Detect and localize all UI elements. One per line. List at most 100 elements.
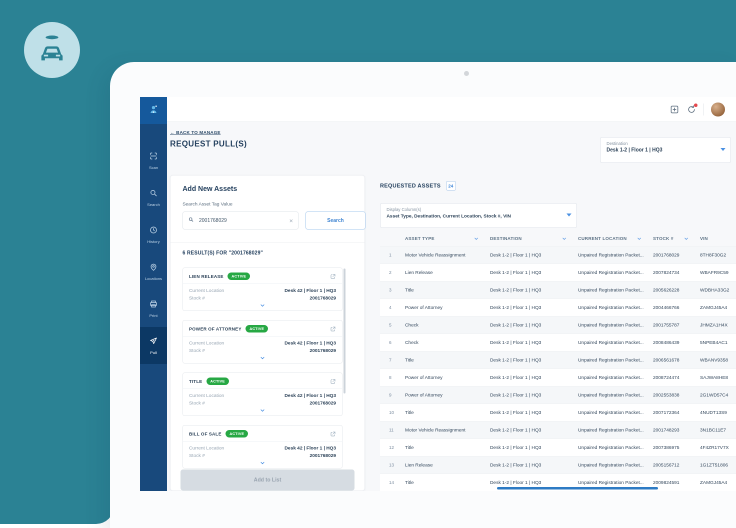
table-row[interactable]: 7 Title Desk 1-2 | Floor 1 | HQ3 Unpaire… xyxy=(380,351,736,369)
refresh-icon[interactable] xyxy=(687,103,698,114)
results-scrollbar[interactable] xyxy=(343,268,346,394)
cell-destination: Desk 1-2 | Floor 1 | HQ3 xyxy=(490,374,542,381)
table-row[interactable]: 3 Title Desk 1-2 | Floor 1 | HQ3 Unpaire… xyxy=(380,281,736,299)
table-row[interactable]: 10 Title Desk 1-2 | Floor 1 | HQ3 Unpair… xyxy=(380,403,736,421)
current-location-label: Current Location xyxy=(189,393,225,399)
cell-vin: 1G1ZT51806 xyxy=(700,462,728,468)
cell-vin: WDBHA33G2 xyxy=(700,287,730,293)
column-current-location[interactable]: CURRENT LOCATION xyxy=(578,236,653,242)
sidebar-item-scan[interactable]: Scan xyxy=(140,142,167,179)
external-link-icon[interactable] xyxy=(330,273,336,279)
expand-chevron-icon[interactable] xyxy=(189,408,336,414)
result-card: TITLE ACTIVE xyxy=(182,372,343,416)
scan-icon xyxy=(149,151,158,163)
sidebar-nav: Scan Search xyxy=(140,142,167,364)
table-row[interactable]: 2 Lien Release Desk 1-2 | Floor 1 | HQ3 … xyxy=(380,263,736,281)
cell-asset-type: Check xyxy=(405,339,419,346)
column-destination[interactable]: DESTINATION xyxy=(490,236,578,242)
sidebar-item-pull[interactable]: Pull xyxy=(140,327,167,364)
cell-current-location: Unpaired Registration Packet... xyxy=(578,322,644,328)
cell-stock: 2001768029 xyxy=(653,252,680,258)
display-columns-label: Display Column(s) xyxy=(386,207,422,212)
history-icon xyxy=(149,225,158,237)
display-columns-select[interactable]: Display Column(s) Asset Type, Destinatio… xyxy=(380,203,577,228)
expand-chevron-icon[interactable] xyxy=(189,355,336,361)
user-avatar[interactable] xyxy=(711,102,725,117)
expand-chevron-icon[interactable] xyxy=(189,460,336,466)
sidebar-item-print[interactable]: Print xyxy=(140,290,167,327)
cell-stock: 2008724474 xyxy=(653,374,680,381)
chevron-down-icon xyxy=(566,213,572,217)
location-pin-icon xyxy=(149,262,158,274)
table-row[interactable]: 13 Lien Release Desk 1-2 | Floor 1 | HQ3… xyxy=(380,456,736,474)
table-row[interactable]: 1 Motor Vehicle Reassignment Desk 1-2 | … xyxy=(380,246,736,264)
cell-asset-type: Motor Vehicle Reassignment xyxy=(405,427,466,433)
sidebar-item-label: Print xyxy=(149,313,158,318)
cell-destination: Desk 1-2 | Floor 1 | HQ3 xyxy=(490,444,542,451)
column-asset-type[interactable]: ASSET TYPE xyxy=(405,236,490,242)
search-row: × Search xyxy=(182,211,366,230)
table-horizontal-scrollbar[interactable] xyxy=(497,487,658,490)
cell-stock: 2007824734 xyxy=(653,269,680,276)
search-button[interactable]: Search xyxy=(305,211,366,230)
cell-asset-type: Lien Release xyxy=(405,462,433,468)
add-to-list-button[interactable]: Add to List xyxy=(180,469,355,491)
asset-type-label: BILL OF SALE xyxy=(189,431,222,437)
destination-select[interactable]: Destination Desk 1-2 | Floor 1 | HQ3 xyxy=(600,137,731,163)
column-vin[interactable]: VIN xyxy=(700,236,708,241)
asset-tag-search-field[interactable]: × xyxy=(182,211,299,230)
external-link-icon[interactable] xyxy=(330,326,336,332)
table-row[interactable]: 4 Power of Attorney Desk 1-2 | Floor 1 |… xyxy=(380,298,736,316)
cell-asset-type: Power of Attorney xyxy=(405,304,443,311)
cell-vin: ZAMGJ45A4 xyxy=(700,479,728,486)
cell-destination: Desk 1-2 | Floor 1 | HQ3 xyxy=(490,357,542,363)
tablet-camera-dot xyxy=(464,71,469,76)
stock-label: Stock # xyxy=(189,348,205,354)
add-new-assets-panel: Add New Assets Search Asset Tag Value × … xyxy=(170,175,366,491)
cell-current-location: Unpaired Registration Packet... xyxy=(578,392,644,398)
cell-stock: 2004466766 xyxy=(653,304,680,311)
sidebar-item-locations[interactable]: Locations xyxy=(140,253,167,290)
table-row[interactable]: 5 Check Desk 1-2 | Floor 1 | HQ3 Unpaire… xyxy=(380,316,736,334)
current-location-value: Desk 42 | Floor 1 | HQ3 xyxy=(284,340,337,347)
status-badge: ACTIVE xyxy=(227,272,251,280)
column-stock[interactable]: STOCK # xyxy=(653,236,700,242)
cell-current-location: Unpaired Registration Packet... xyxy=(578,479,644,486)
cell-destination: Desk 1-2 | Floor 1 | HQ3 xyxy=(490,479,542,486)
cell-current-location: Unpaired Registration Packet... xyxy=(578,304,644,311)
back-to-manage-link[interactable]: ← BACK TO MANAGE xyxy=(170,130,221,135)
sidebar-item-search[interactable]: Search xyxy=(140,179,167,216)
results-list: LIEN RELEASE ACTIVE xyxy=(182,267,354,470)
sort-chevron-icon xyxy=(684,237,688,240)
table-row[interactable]: 9 Power of Attorney Desk 1-2 | Floor 1 |… xyxy=(380,386,736,404)
expand-chevron-icon[interactable] xyxy=(189,303,336,309)
cell-vin: JHMZA1H4X xyxy=(700,322,728,328)
app-topbar xyxy=(167,97,736,122)
teal-background-left xyxy=(0,0,114,524)
app-logo[interactable] xyxy=(140,97,167,124)
table-row[interactable]: 14 Title Desk 1-2 | Floor 1 | HQ3 Unpair… xyxy=(380,473,736,491)
table-row[interactable]: 12 Title Desk 1-2 | Floor 1 | HQ3 Unpair… xyxy=(380,438,736,456)
stock-value: 2001768029 xyxy=(309,400,336,407)
external-link-icon[interactable] xyxy=(330,378,336,384)
cell-destination: Desk 1-2 | Floor 1 | HQ3 xyxy=(490,269,542,276)
row-number: 4 xyxy=(389,305,392,310)
requested-assets-title: REQUESTED ASSETS xyxy=(380,182,441,189)
stock-value: 2001768029 xyxy=(309,348,336,354)
search-icon xyxy=(188,216,194,225)
cell-vin: ZAMGJ45A4 xyxy=(700,304,728,311)
chevron-down-icon xyxy=(720,148,726,151)
search-input[interactable] xyxy=(198,217,286,224)
sort-chevron-icon xyxy=(637,237,641,240)
clear-icon[interactable]: × xyxy=(289,216,293,225)
sidebar-item-history[interactable]: History xyxy=(140,216,167,253)
table-row[interactable]: 6 Check Desk 1-2 | Floor 1 | HQ3 Unpaire… xyxy=(380,333,736,351)
add-window-icon[interactable] xyxy=(670,104,680,114)
row-number: 14 xyxy=(389,480,395,485)
cell-vin: WBAFR9C59 xyxy=(700,269,729,276)
cell-current-location: Unpaired Registration Packet... xyxy=(578,409,644,416)
table-row[interactable]: 8 Power of Attorney Desk 1-2 | Floor 1 |… xyxy=(380,368,736,386)
table-row[interactable]: 11 Motor Vehicle Reassignment Desk 1-2 |… xyxy=(380,421,736,439)
asset-type-label: POWER OF ATTORNEY xyxy=(189,326,242,332)
external-link-icon[interactable] xyxy=(330,431,336,437)
